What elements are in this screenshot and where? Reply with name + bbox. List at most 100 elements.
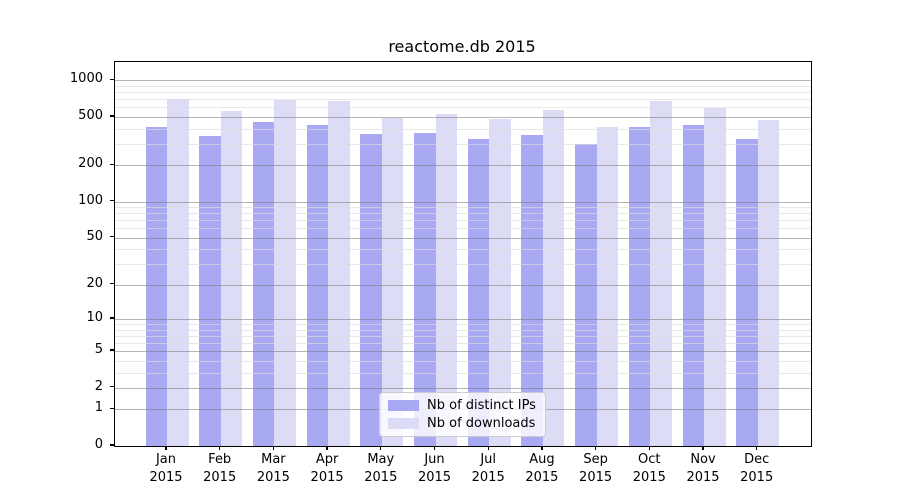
legend-swatch-distinct-ips bbox=[388, 400, 419, 411]
y-tick bbox=[109, 407, 114, 409]
gridline-major bbox=[115, 237, 811, 239]
gridline-minor bbox=[115, 329, 811, 331]
x-tick bbox=[272, 446, 275, 450]
gridline-minor bbox=[115, 343, 811, 344]
x-tick bbox=[594, 446, 597, 450]
x-tick-label: Jul 2015 bbox=[471, 452, 505, 485]
bar-downloads bbox=[489, 119, 511, 446]
y-tick-label: 500 bbox=[78, 107, 103, 123]
bar-downloads bbox=[328, 101, 350, 446]
y-tick bbox=[109, 283, 114, 285]
bar-downloads bbox=[542, 110, 565, 446]
gridline-minor bbox=[115, 249, 811, 251]
gridline-minor bbox=[115, 85, 811, 87]
y-tick bbox=[109, 236, 114, 238]
y-tick bbox=[109, 386, 114, 388]
legend: Nb of distinct IPs Nb of downloads bbox=[379, 392, 546, 437]
gridline-minor bbox=[115, 128, 811, 130]
legend-label-downloads: Nb of downloads bbox=[427, 416, 536, 431]
gridline-minor bbox=[115, 335, 811, 337]
x-tick-label: Aug 2015 bbox=[525, 452, 559, 485]
x-tick-label: Nov 2015 bbox=[686, 452, 720, 485]
y-tick bbox=[109, 115, 114, 117]
bar-downloads bbox=[757, 119, 780, 446]
gridline-minor bbox=[115, 360, 811, 362]
y-tick-label: 0 bbox=[94, 437, 103, 452]
gridline-major bbox=[115, 201, 811, 203]
y-tick-label: 100 bbox=[78, 192, 103, 208]
gridline-minor bbox=[115, 99, 811, 101]
x-tick-label: Oct 2015 bbox=[632, 452, 666, 485]
x-tick-label: Jan 2015 bbox=[149, 452, 183, 485]
bar-distinct-ips bbox=[199, 135, 221, 446]
bar-distinct-ips bbox=[736, 138, 758, 446]
y-tick-label: 2 bbox=[94, 378, 103, 394]
bar-distinct-ips bbox=[414, 132, 436, 446]
gridline-minor bbox=[115, 228, 811, 230]
x-tick-label: Mar 2015 bbox=[256, 452, 290, 485]
bar-distinct-ips bbox=[521, 135, 543, 446]
gridline-major bbox=[115, 80, 811, 82]
gridline-minor bbox=[115, 220, 811, 222]
x-tick bbox=[541, 446, 543, 450]
y-tick bbox=[109, 349, 114, 351]
bar-downloads bbox=[274, 99, 296, 446]
x-tick bbox=[219, 446, 221, 450]
x-tick bbox=[326, 446, 328, 450]
gridline-minor bbox=[115, 264, 811, 266]
x-tick-label: Jun 2015 bbox=[417, 452, 452, 485]
y-tick bbox=[109, 163, 114, 165]
y-tick-label: 1000 bbox=[69, 71, 103, 87]
bar-distinct-ips bbox=[575, 143, 597, 446]
y-tick-label: 5 bbox=[94, 342, 103, 358]
x-tick-label: Sep 2015 bbox=[579, 452, 613, 485]
bar-distinct-ips bbox=[145, 126, 167, 446]
bars-layer bbox=[115, 62, 811, 446]
bar-downloads bbox=[596, 126, 619, 446]
bar-downloads bbox=[650, 101, 672, 446]
bar-downloads bbox=[435, 113, 457, 446]
x-tick bbox=[165, 446, 167, 450]
y-tick bbox=[109, 78, 114, 80]
plot-area bbox=[114, 61, 812, 447]
y-tick-label: 1 bbox=[94, 400, 103, 416]
x-tick bbox=[380, 446, 382, 450]
bar-downloads bbox=[381, 118, 404, 446]
gridline-minor bbox=[115, 213, 811, 215]
x-tick-label: Feb 2015 bbox=[203, 452, 237, 485]
gridline-major bbox=[115, 116, 811, 118]
y-tick bbox=[109, 317, 114, 319]
gridline-minor bbox=[115, 143, 811, 145]
gridline-major bbox=[115, 387, 811, 389]
gridline-major bbox=[115, 319, 811, 321]
bar-distinct-ips bbox=[252, 121, 275, 446]
y-tick-label: 200 bbox=[78, 156, 103, 172]
x-tick bbox=[756, 446, 758, 450]
bar-distinct-ips bbox=[467, 138, 490, 446]
legend-swatch-downloads bbox=[388, 418, 419, 429]
x-tick bbox=[487, 446, 489, 450]
x-tick bbox=[648, 446, 650, 450]
legend-item: Nb of downloads bbox=[388, 416, 537, 431]
y-tick-label: 50 bbox=[86, 228, 103, 244]
y-tick-label: 20 bbox=[86, 275, 103, 291]
legend-item: Nb of distinct IPs bbox=[388, 398, 537, 413]
bar-distinct-ips bbox=[628, 126, 651, 446]
gridline-minor bbox=[115, 207, 811, 209]
x-tick-label: Dec 2015 bbox=[740, 452, 774, 485]
grid-layer bbox=[115, 62, 811, 446]
gridline-minor bbox=[115, 324, 811, 326]
gridline-major bbox=[115, 165, 811, 167]
y-tick-label: 10 bbox=[86, 310, 103, 326]
gridline-major bbox=[115, 284, 811, 286]
x-tick-label: Apr 2015 bbox=[310, 452, 344, 485]
x-tick-label: May 2015 bbox=[364, 452, 398, 485]
legend-label-distinct-ips: Nb of distinct IPs bbox=[427, 398, 536, 413]
x-tick bbox=[433, 446, 436, 450]
gridline-major bbox=[115, 351, 811, 353]
y-tick bbox=[109, 200, 114, 202]
gridline-minor bbox=[115, 372, 811, 374]
bar-downloads bbox=[220, 110, 243, 446]
gridline-minor bbox=[115, 107, 811, 109]
bar-distinct-ips bbox=[360, 133, 382, 446]
